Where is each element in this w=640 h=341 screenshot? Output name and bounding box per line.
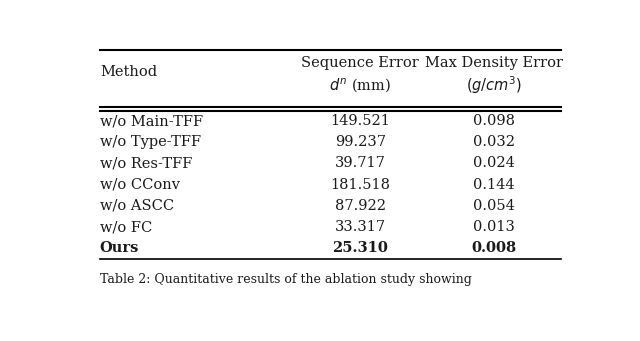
Text: 39.717: 39.717 — [335, 157, 386, 170]
Text: 25.310: 25.310 — [332, 241, 388, 255]
Text: Method: Method — [100, 65, 157, 79]
Text: 0.032: 0.032 — [473, 135, 515, 149]
Text: 0.054: 0.054 — [473, 199, 515, 213]
Text: Sequence Error: Sequence Error — [301, 56, 419, 70]
Text: w/o Main-TFF: w/o Main-TFF — [100, 114, 203, 128]
Text: $(g/cm^3)$: $(g/cm^3)$ — [466, 75, 522, 97]
Text: 0.008: 0.008 — [472, 241, 516, 255]
Text: 0.024: 0.024 — [473, 157, 515, 170]
Text: w/o Res-TFF: w/o Res-TFF — [100, 157, 192, 170]
Text: Max Density Error: Max Density Error — [425, 56, 563, 70]
Text: 99.237: 99.237 — [335, 135, 386, 149]
Text: w/o CConv: w/o CConv — [100, 178, 180, 192]
Text: w/o FC: w/o FC — [100, 220, 152, 234]
Text: w/o Type-TFF: w/o Type-TFF — [100, 135, 201, 149]
Text: w/o ASCC: w/o ASCC — [100, 199, 174, 213]
Text: 0.144: 0.144 — [474, 178, 515, 192]
Text: 0.013: 0.013 — [473, 220, 515, 234]
Text: Table 2: Quantitative results of the ablation study showing: Table 2: Quantitative results of the abl… — [100, 273, 472, 286]
Text: 149.521: 149.521 — [330, 114, 390, 128]
Text: 0.098: 0.098 — [473, 114, 515, 128]
Text: 87.922: 87.922 — [335, 199, 386, 213]
Text: 181.518: 181.518 — [330, 178, 390, 192]
Text: $d^n$ (mm): $d^n$ (mm) — [329, 76, 391, 95]
Text: Ours: Ours — [100, 241, 140, 255]
Text: 33.317: 33.317 — [335, 220, 386, 234]
